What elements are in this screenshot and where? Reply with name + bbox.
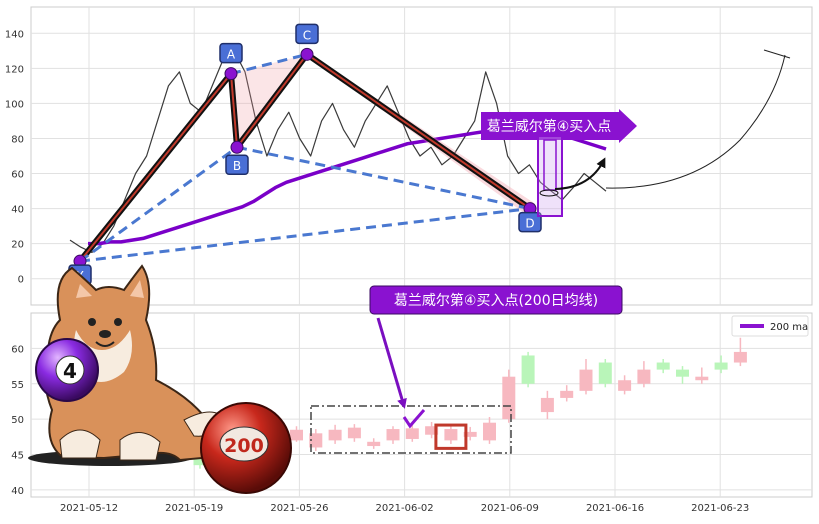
- pattern-label-C: C: [303, 28, 311, 42]
- lower-y-tick-label: 45: [11, 451, 24, 462]
- candle-body: [367, 441, 381, 447]
- annotation-pointer-lower: [376, 317, 407, 409]
- ball-4-label: 4: [63, 359, 77, 383]
- x-tick-label: 2021-06-16: [586, 503, 644, 514]
- legend: 200 ma: [731, 315, 809, 337]
- lower-annotation: 葛兰威尔第④买入点(200日均线): [369, 285, 623, 409]
- candle-body: [637, 369, 651, 384]
- candle-body: [579, 369, 593, 391]
- upper-y-tick-label: 0: [18, 275, 24, 286]
- candle-body: [618, 380, 632, 391]
- candle-body: [328, 429, 342, 441]
- highlight-candle-box: [434, 423, 468, 450]
- candle-body: [425, 426, 439, 435]
- x-tick-label: 2021-06-02: [376, 503, 434, 514]
- pattern-label-B: B: [233, 159, 241, 173]
- upper-y-axis: 0 20 40 60 80 100 120 140: [5, 29, 24, 285]
- candle-body: [444, 429, 458, 441]
- annotation-label-upper: 葛兰威尔第④买入点: [487, 118, 612, 135]
- buy-zone-box: [537, 135, 563, 217]
- pattern-dashed-BD: [236, 145, 531, 211]
- candle-body: [714, 362, 728, 370]
- candle-body: [598, 362, 612, 384]
- ball-200-icon: 200: [200, 402, 292, 494]
- candle-body: [676, 369, 689, 377]
- candle-body: [521, 355, 535, 384]
- consolidation-box: [310, 405, 512, 454]
- upper-y-tick-label: 100: [5, 99, 24, 110]
- x-axis: 2021-05-12 2021-05-19 2021-05-26 2021-06-02…: [60, 503, 749, 514]
- pattern-point-A: [224, 67, 238, 81]
- upper-y-tick-label: 120: [5, 64, 24, 75]
- projection-arrow: [554, 157, 606, 190]
- pattern-leg-core-CD: [306, 53, 531, 210]
- pattern-label-box-D: [518, 211, 542, 233]
- upper-annotation: 葛兰威尔第④买入点: [481, 49, 791, 217]
- x-tick-label: 2021-05-19: [165, 503, 223, 514]
- upper-y-tick-label: 140: [5, 29, 24, 40]
- upper-y-tick-label: 80: [11, 134, 24, 145]
- pattern-label-box-C: [295, 23, 319, 45]
- pattern-label-A: A: [227, 48, 236, 62]
- buy-point-ellipse: [539, 189, 559, 197]
- check-icon: [402, 409, 426, 429]
- pattern-dashed-XD: [79, 207, 531, 263]
- projection-tick: [763, 49, 791, 59]
- pattern-leg-core-BC: [236, 53, 308, 148]
- annotation-label-lower: 葛兰威尔第④买入点(200日均线): [394, 292, 598, 309]
- pattern-label-box-A: [219, 42, 243, 64]
- lower-y-tick-label: 50: [11, 415, 24, 426]
- pattern-dashed-XB: [79, 146, 238, 263]
- pattern-label-D: D: [525, 217, 534, 231]
- candle-body: [386, 429, 400, 441]
- x-tick-label: 2021-05-26: [270, 503, 328, 514]
- ball-200-label: 200: [224, 435, 264, 457]
- ball-4-icon: 4: [35, 338, 99, 402]
- legend-label-200ma: 200 ma: [770, 322, 808, 333]
- harmonic-pattern: XABCD: [68, 23, 542, 285]
- upper-y-tick-label: 20: [11, 240, 24, 251]
- pattern-dashed-AC: [230, 52, 308, 76]
- lower-y-tick-label: 55: [11, 380, 24, 391]
- lower-y-tick-label: 60: [11, 344, 24, 355]
- upper-y-tick-label: 60: [11, 170, 24, 181]
- price-line: [69, 50, 607, 253]
- candle-body: [405, 428, 419, 439]
- lower-y-tick-label: 40: [11, 486, 24, 497]
- annotation-arrow-shape: [481, 109, 637, 143]
- x-tick-label: 2021-06-23: [691, 503, 749, 514]
- candle-body: [463, 431, 477, 437]
- pattern-point-C: [300, 47, 314, 61]
- upper-y-tick-label: 40: [11, 205, 24, 216]
- pattern-leg-core-AB: [230, 73, 238, 148]
- upper-panel-frame: [30, 6, 813, 306]
- candle-body: [560, 390, 574, 398]
- candle-body: [483, 422, 496, 441]
- candle-body: [193, 458, 207, 466]
- candle-body: [347, 427, 361, 439]
- pattern-point-B: [230, 140, 244, 154]
- pattern-leg-core-XA: [79, 72, 232, 262]
- legend-box: [731, 315, 809, 337]
- candle-body: [309, 433, 323, 448]
- lower-y-axis: 40 45 50 55 60: [11, 344, 24, 497]
- candle-body: [540, 397, 554, 413]
- annotation-box-lower: [369, 285, 623, 315]
- candle-body: [502, 376, 516, 420]
- x-tick-label: 2021-06-09: [481, 503, 539, 514]
- candle-body: [733, 351, 747, 363]
- pattern-label-box-B: [225, 154, 249, 175]
- x-tick-label: 2021-05-12: [60, 503, 118, 514]
- projection-curve: [605, 54, 786, 189]
- candle-body: [695, 376, 709, 381]
- candle-body: [656, 362, 670, 370]
- candle-body: [290, 429, 303, 441]
